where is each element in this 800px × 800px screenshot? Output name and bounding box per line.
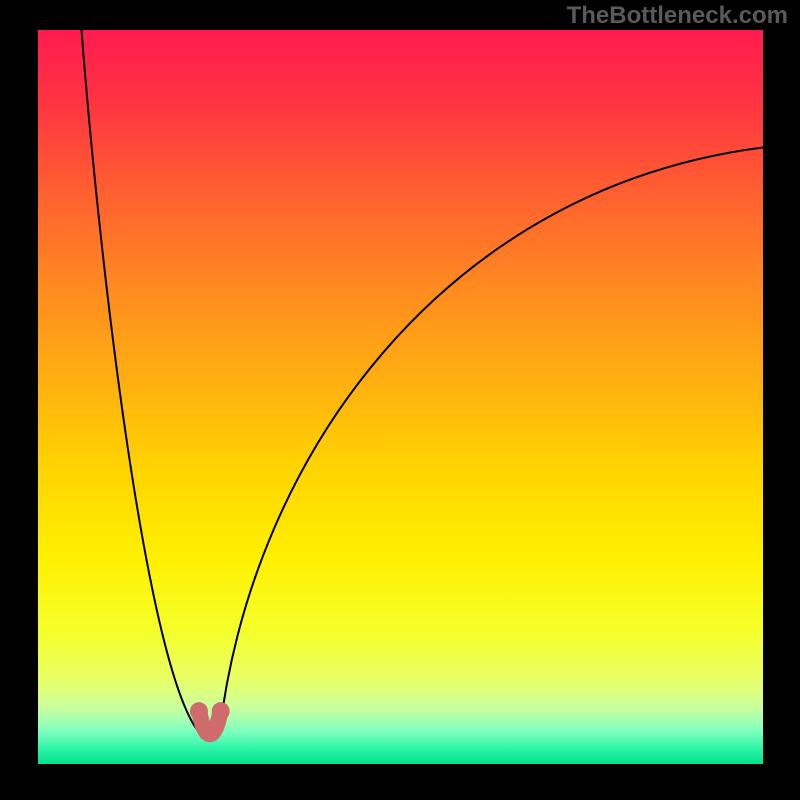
plot-svg [38, 30, 763, 764]
curve-bottom-join-dot [190, 702, 208, 720]
attribution-label: TheBottleneck.com [567, 2, 788, 30]
plot-area [38, 30, 763, 764]
chart-frame: TheBottleneck.com [0, 0, 800, 800]
gradient-background [38, 30, 763, 764]
curve-bottom-join-dot [212, 702, 230, 720]
